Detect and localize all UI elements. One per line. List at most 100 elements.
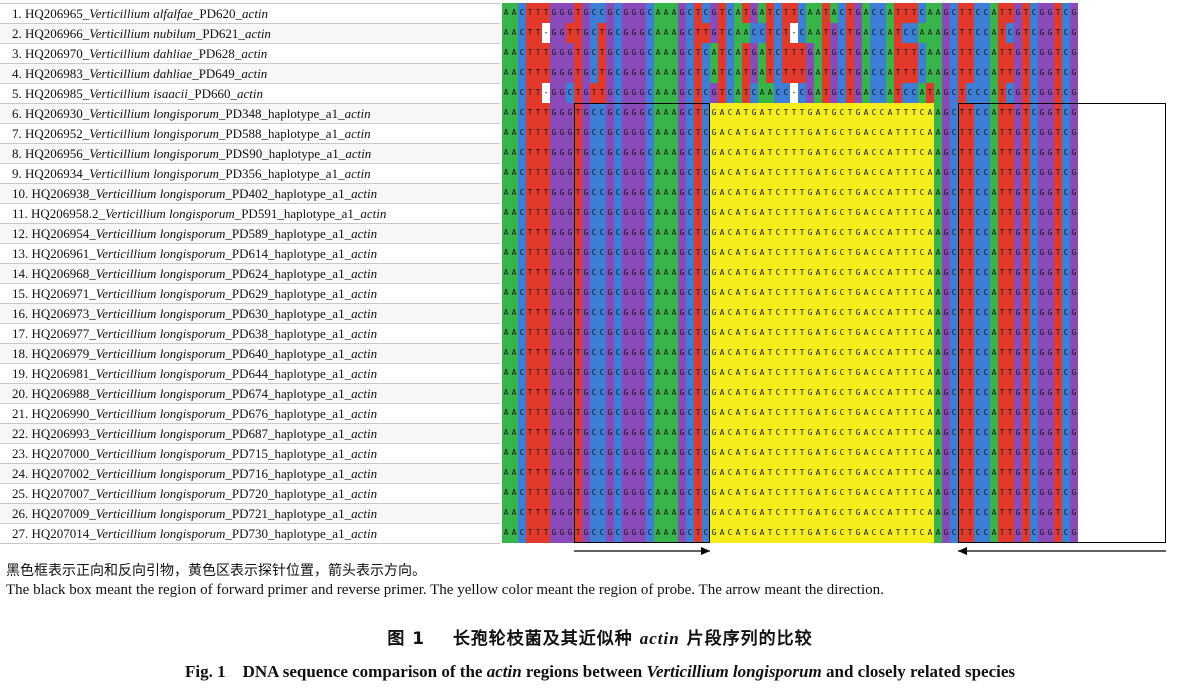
base-cell: G [854,63,862,83]
base-cell: C [918,403,926,423]
base-cell: A [814,383,822,403]
base-cell: C [598,303,606,323]
base-cell: C [838,463,846,483]
base-cell: A [734,143,742,163]
base-cell: - [790,23,798,43]
base-cell: A [926,443,934,463]
base-cell: A [814,523,822,543]
base-cell: G [830,343,838,363]
base-cell: C [918,263,926,283]
base-cell: A [510,243,518,263]
base-cell: G [622,183,630,203]
base-cell: A [718,123,726,143]
base-cell: A [502,463,510,483]
base-cell: A [502,283,510,303]
base-cell: A [654,203,662,223]
legend-english: The black box meant the region of forwar… [6,582,884,598]
base-cell: T [742,383,750,403]
base-cell: G [558,183,566,203]
base-cell: G [1070,243,1078,263]
base-cell: T [694,323,702,343]
base-cell: C [614,503,622,523]
base-cell: C [1006,83,1014,103]
base-cell: C [726,243,734,263]
base-cell: G [1014,443,1022,463]
base-cell: G [630,63,638,83]
base-cell: G [638,383,646,403]
base-cell: A [886,223,894,243]
species-name: Verticillium dahliae [89,66,193,81]
base-cell: G [1014,83,1022,103]
base-cell: - [542,23,550,43]
base-cell: G [854,323,862,343]
base-cell: T [534,503,542,523]
base-cell: C [982,103,990,123]
base-cell: A [510,363,518,383]
base-cell: T [782,143,790,163]
base-cell: G [558,243,566,263]
base-cell: G [806,223,814,243]
strain-id: _PD674_haplotype_a1_ [225,386,352,401]
base-cell: A [862,283,870,303]
base-cell: A [654,3,662,23]
base-cell: C [950,263,958,283]
base-cell: G [630,323,638,343]
base-cell: C [726,383,734,403]
base-cell: T [958,223,966,243]
base-cell: G [582,483,590,503]
base-cell: T [782,263,790,283]
base-cell: C [950,343,958,363]
strain-id: _PD620_ [192,6,243,21]
base-cell: G [558,383,566,403]
base-cell: C [1030,63,1038,83]
base-cell: T [798,163,806,183]
caption-text-en-b: regions between [525,662,643,681]
base-cell: T [910,183,918,203]
base-cell: C [974,163,982,183]
gene-name: actin [351,366,378,381]
base-cell: C [518,183,526,203]
base-cell: G [1014,343,1022,363]
base-cell: A [662,343,670,363]
base-cell: T [1006,483,1014,503]
base-cell: A [654,483,662,503]
base-cell: T [998,83,1006,103]
base-cell: C [950,443,958,463]
row-number: 21. [12,406,29,421]
row-number: 10. [12,186,29,201]
base-cell: T [1006,243,1014,263]
base-cell: G [550,323,558,343]
base-cell: G [606,83,614,103]
base-cell: A [990,3,998,23]
base-cell: A [670,103,678,123]
base-cell: G [1046,523,1054,543]
base-cell: T [998,503,1006,523]
base-cell: G [1046,103,1054,123]
base-cell: G [630,523,638,543]
base-cell: A [502,363,510,383]
base-cell: T [822,283,830,303]
base-cell: G [550,243,558,263]
base-cell: C [1062,103,1070,123]
base-cell: G [606,383,614,403]
base-cell: A [926,423,934,443]
base-cell: T [902,123,910,143]
base-cell: A [510,423,518,443]
base-cell: C [878,83,886,103]
base-cell: T [534,123,542,143]
base-cell: A [734,523,742,543]
base-cell: G [582,463,590,483]
base-cell: T [742,323,750,343]
base-cell: C [774,263,782,283]
base-cell: A [814,263,822,283]
base-cell: A [670,503,678,523]
base-cell: T [910,323,918,343]
caption-species-en: Verticillium longisporum [646,662,822,681]
base-cell: T [998,363,1006,383]
base-cell: G [806,183,814,203]
base-cell: T [1054,423,1062,443]
base-cell: G [550,183,558,203]
base-cell: T [822,43,830,63]
base-cell: C [982,203,990,223]
base-cell: C [974,143,982,163]
